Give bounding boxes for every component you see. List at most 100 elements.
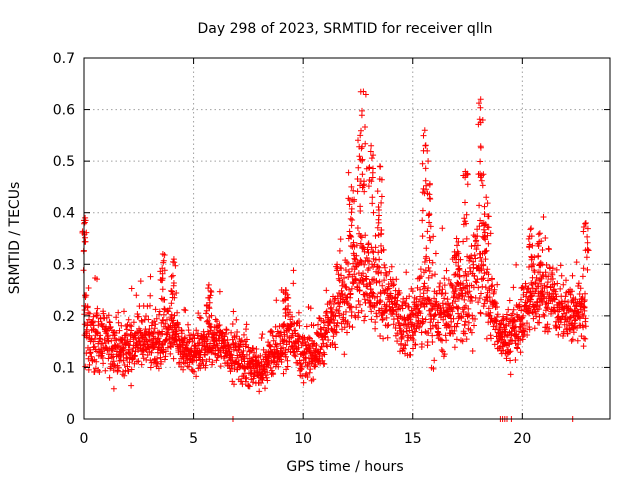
data-point [152,306,159,313]
data-point [157,354,164,361]
data-point [387,290,394,297]
data-point [385,322,392,328]
data-point [219,329,226,336]
data-point [173,290,180,296]
data-point [455,304,462,311]
data-point [422,316,429,323]
data-point [357,301,363,308]
data-point [341,351,348,358]
data-point [426,191,433,198]
data-point [105,312,112,319]
data-point [545,273,552,280]
data-point [148,330,155,336]
data-point [357,257,364,264]
data-point [575,280,582,287]
data-point [342,283,349,290]
data-point [373,279,380,286]
data-point [198,347,205,354]
data-point-peak [205,281,212,288]
data-point [147,364,154,371]
data-point [368,178,375,185]
data-point [519,333,526,340]
data-point [376,176,383,182]
data-point [477,144,484,151]
data-point [544,328,551,335]
data-point [122,332,129,339]
data-point [425,296,432,303]
data-point [471,273,478,280]
data-point [336,312,343,319]
data-point [478,177,485,184]
data-point [569,272,576,279]
data-point [284,357,291,364]
data-point [459,292,466,299]
data-point-peak [170,256,177,263]
data-point [206,323,213,330]
data-point [84,319,91,326]
y-tick-label: 0.1 [53,360,75,376]
data-point [348,222,355,229]
data-point [185,327,192,334]
data-point [207,287,214,294]
data-point [352,276,359,283]
data-point [429,322,436,329]
data-point [161,356,168,363]
data-point [468,243,475,250]
data-point [339,290,346,297]
data-point [581,297,588,303]
data-point [359,143,366,150]
data-point [560,281,567,288]
data-point [580,324,587,331]
data-point [169,272,176,279]
data-point [431,357,438,364]
data-point [185,363,192,370]
data-point [415,298,422,305]
data-point [373,310,380,317]
data-point [417,266,424,273]
data-point-peak [357,132,364,139]
data-point [540,214,547,220]
data-point [250,345,257,352]
data-point [427,237,434,244]
data-point [584,239,591,246]
data-point [412,328,419,335]
data-point [506,349,513,356]
data-point [336,303,343,310]
data-point [328,304,335,311]
data-point [370,152,377,159]
data-point [468,329,475,336]
data-point [363,276,370,283]
data-point [483,247,490,254]
data-point [426,234,433,241]
data-point [285,295,292,301]
data-point [259,331,266,338]
data-point [396,290,403,296]
data-point [94,276,100,283]
data-point [139,351,146,358]
data-point [367,148,374,155]
data-point [381,262,388,268]
data-point [476,116,483,123]
data-point [155,335,162,342]
data-point [346,286,353,293]
data-point [418,273,425,280]
data-point [350,187,357,194]
data-point [348,205,355,212]
data-point [347,233,354,239]
data-point [113,330,119,336]
data-point [365,183,372,190]
data-point [454,271,461,278]
data-point [108,354,115,361]
data-point [358,234,365,241]
data-point [378,199,385,206]
data-point [364,283,371,290]
data-point [360,244,367,251]
data-point [507,371,514,378]
data-point [114,344,120,351]
data-point [380,247,387,253]
data-point [556,324,563,331]
data-point [535,231,542,238]
data-point [263,374,270,381]
data-point [574,337,581,344]
data-point [403,269,410,276]
